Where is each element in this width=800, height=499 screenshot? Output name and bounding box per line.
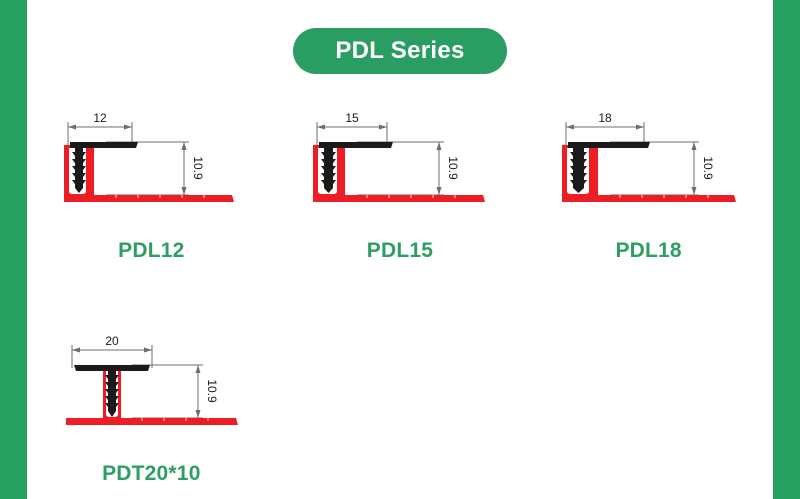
stem-barbs: [105, 375, 120, 407]
black-insert-head: [567, 142, 650, 148]
right-green-accent-bar: [773, 0, 800, 499]
foot-serrations: [115, 195, 205, 198]
width-dimension-line: [316, 122, 388, 145]
foot-serrations: [619, 195, 709, 198]
product-label-pdl12: PDL12: [118, 239, 185, 262]
width-dimension-line: [565, 122, 645, 145]
grid-empty-slot-1: [276, 321, 525, 486]
product-label-pdl18: PDL18: [615, 239, 682, 262]
height-dimension-line: [132, 364, 204, 419]
stem-barbs: [72, 152, 87, 184]
black-insert-head: [70, 142, 139, 148]
width-dimension-label: 15: [345, 111, 359, 125]
series-title-badge: PDL Series: [293, 28, 507, 74]
grid-empty-slot-2: [524, 321, 773, 486]
width-dimension-label: 18: [598, 111, 612, 125]
product-label-pdl15: PDL15: [366, 239, 434, 262]
product-card-pdl18[interactable]: 18 10.9: [524, 98, 773, 263]
content-canvas: PDL Series 12: [27, 0, 773, 499]
stem-barbs: [320, 152, 336, 184]
black-insert-head: [318, 142, 393, 148]
product-card-pdt20x10[interactable]: 20 10.9: [27, 321, 276, 486]
height-dimension-label: 10.9: [205, 379, 219, 403]
foot-serrations: [141, 418, 209, 421]
left-green-accent-bar: [0, 0, 27, 499]
height-dimension-line: [356, 141, 444, 196]
height-dimension-line: [609, 141, 699, 196]
width-dimension-label: 20: [106, 334, 120, 348]
width-dimension-line: [67, 122, 133, 145]
title-container: PDL Series: [27, 28, 773, 74]
width-dimension-label: 12: [94, 111, 108, 125]
profile-drawing-pdl15: 15 10.9: [295, 98, 505, 233]
stem-barbs: [569, 152, 587, 184]
product-card-pdl12[interactable]: 12 10.9: [27, 98, 276, 263]
profile-drawing-pdl18: 18 10.9: [544, 98, 754, 233]
product-grid: 12 10.9: [27, 98, 773, 486]
black-insert-head: [74, 365, 151, 371]
height-dimension-label: 10.9: [446, 156, 460, 180]
height-dimension-label: 10.9: [701, 156, 715, 180]
height-dimension-label: 10.9: [191, 156, 205, 180]
foot-serrations: [366, 195, 456, 198]
profile-drawing-pdt20x10: 20 10.9: [46, 321, 256, 456]
product-card-pdl15[interactable]: 15 10.9: [276, 98, 525, 263]
profile-drawing-pdl12: 12 10.9: [46, 98, 256, 233]
width-dimension-line: [71, 345, 153, 368]
height-dimension-line: [106, 141, 190, 196]
product-label-pdt20x10: PDT20*10: [102, 462, 201, 485]
